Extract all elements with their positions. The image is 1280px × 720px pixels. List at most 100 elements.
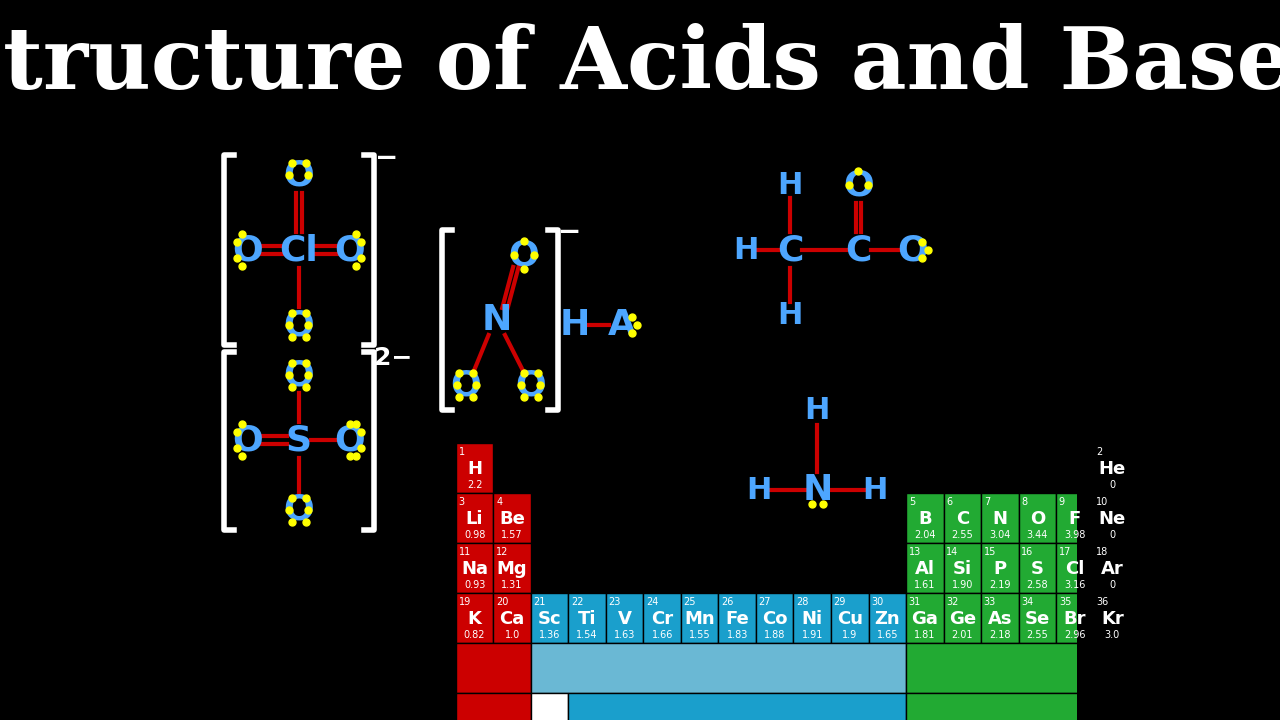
Text: He: He: [1098, 460, 1126, 478]
Text: 2.58: 2.58: [1027, 580, 1048, 590]
Text: O: O: [1029, 510, 1044, 528]
Text: 14: 14: [946, 547, 959, 557]
Text: 0: 0: [1110, 480, 1115, 490]
Bar: [1056, 493, 1093, 543]
Text: 33: 33: [984, 597, 996, 607]
Bar: [1019, 543, 1056, 593]
Text: 29: 29: [833, 597, 846, 607]
Bar: [980, 493, 1019, 543]
Bar: [1093, 443, 1132, 493]
Bar: [568, 593, 605, 643]
Text: 20: 20: [497, 597, 508, 607]
Text: H: H: [733, 235, 759, 264]
Text: 0: 0: [1110, 530, 1115, 540]
Bar: [1093, 493, 1132, 543]
Bar: [493, 493, 531, 543]
Text: 4: 4: [497, 497, 502, 507]
Text: 26: 26: [721, 597, 733, 607]
Text: 24: 24: [646, 597, 658, 607]
Text: 23: 23: [608, 597, 621, 607]
Text: 2.04: 2.04: [914, 530, 936, 540]
Text: 3.0: 3.0: [1105, 630, 1120, 640]
Text: 1.63: 1.63: [614, 630, 635, 640]
Bar: [906, 543, 943, 593]
Text: Cl: Cl: [1065, 560, 1084, 578]
Text: 2.18: 2.18: [989, 630, 1011, 640]
Text: As: As: [988, 610, 1012, 628]
Text: Sc: Sc: [538, 610, 562, 628]
Text: C: C: [777, 233, 804, 267]
Text: −: −: [375, 144, 398, 172]
Bar: [456, 643, 531, 693]
Text: 5: 5: [909, 497, 915, 507]
Text: 3.16: 3.16: [1064, 580, 1085, 590]
Text: 21: 21: [534, 597, 547, 607]
Bar: [531, 593, 568, 643]
Text: 1.91: 1.91: [801, 630, 823, 640]
Text: 0.93: 0.93: [463, 580, 485, 590]
Text: Cr: Cr: [652, 610, 673, 628]
Bar: [456, 693, 531, 720]
Text: Cu: Cu: [837, 610, 863, 628]
Text: K: K: [467, 610, 481, 628]
Text: 30: 30: [872, 597, 883, 607]
Bar: [831, 593, 869, 643]
Text: H: H: [746, 475, 772, 505]
Text: 1.90: 1.90: [951, 580, 973, 590]
Bar: [980, 543, 1019, 593]
Text: 1.57: 1.57: [502, 530, 524, 540]
Text: 1.88: 1.88: [764, 630, 786, 640]
Text: 3.04: 3.04: [989, 530, 1010, 540]
Text: Ti: Ti: [577, 610, 596, 628]
Text: Co: Co: [762, 610, 787, 628]
Text: Zn: Zn: [874, 610, 900, 628]
Text: C: C: [956, 510, 969, 528]
Text: 1.31: 1.31: [502, 580, 522, 590]
Text: V: V: [618, 610, 631, 628]
Text: 25: 25: [684, 597, 696, 607]
Text: 28: 28: [796, 597, 809, 607]
Text: Se: Se: [1025, 610, 1050, 628]
Text: N: N: [481, 303, 512, 337]
Bar: [906, 693, 1132, 720]
Bar: [456, 443, 493, 493]
Text: 12: 12: [497, 547, 508, 557]
Text: 0.98: 0.98: [463, 530, 485, 540]
Text: O: O: [284, 158, 315, 192]
Text: 2.2: 2.2: [467, 480, 483, 490]
Bar: [718, 593, 756, 643]
Text: 2−: 2−: [374, 346, 412, 370]
Bar: [531, 693, 568, 720]
Text: O: O: [897, 233, 928, 267]
Text: H: H: [805, 395, 829, 425]
Text: 0.82: 0.82: [463, 630, 485, 640]
Text: 2: 2: [1097, 447, 1102, 457]
Text: O: O: [335, 423, 366, 457]
Text: 27: 27: [759, 597, 771, 607]
Text: 11: 11: [458, 547, 471, 557]
Text: 1.66: 1.66: [652, 630, 673, 640]
Bar: [943, 493, 980, 543]
Text: Ni: Ni: [801, 610, 823, 628]
Text: 2.96: 2.96: [1064, 630, 1085, 640]
Bar: [568, 693, 906, 720]
Text: Si: Si: [952, 560, 972, 578]
Bar: [1056, 543, 1093, 593]
Bar: [869, 593, 906, 643]
Bar: [493, 543, 531, 593]
Bar: [681, 593, 718, 643]
Text: 7: 7: [984, 497, 989, 507]
Text: Structure of Acids and Bases: Structure of Acids and Bases: [0, 23, 1280, 107]
Text: 1.55: 1.55: [689, 630, 710, 640]
Text: 32: 32: [946, 597, 959, 607]
Bar: [644, 593, 681, 643]
Text: 19: 19: [458, 597, 471, 607]
Bar: [531, 643, 906, 693]
Bar: [493, 593, 531, 643]
Text: 1.65: 1.65: [877, 630, 899, 640]
Bar: [1093, 543, 1132, 593]
Text: Cl: Cl: [279, 233, 319, 267]
Text: 0: 0: [1110, 580, 1115, 590]
Text: H: H: [863, 475, 888, 505]
Text: O: O: [335, 233, 366, 267]
